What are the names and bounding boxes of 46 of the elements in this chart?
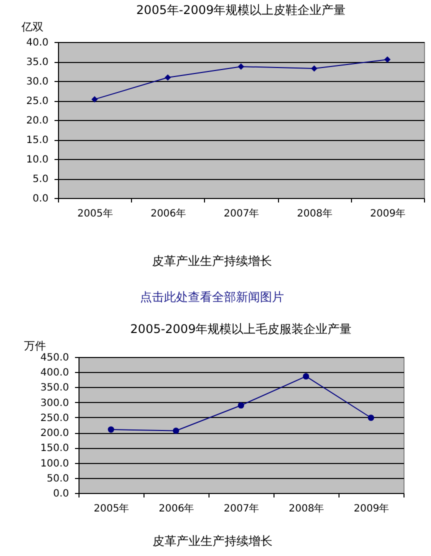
text: 皮革产业生产持续增长 — [152, 254, 272, 268]
y-tick-label: 35.0 — [26, 57, 48, 68]
y-axis-title: 万件 — [24, 340, 46, 352]
y-tick-label: 15.0 — [26, 135, 48, 146]
text: 点击此处查看全部新闻图片 — [140, 290, 284, 304]
y-tick-label: 150.0 — [40, 443, 69, 454]
x-tick-label: 2006年 — [150, 208, 186, 220]
y-tick-label: 20.0 — [26, 116, 48, 126]
y-tick-label: 250.0 — [40, 412, 69, 424]
y-tick-label: 10.0 — [26, 154, 48, 166]
x-tick-label: 2007年 — [224, 502, 260, 514]
x-tick-label: 2008年 — [296, 208, 332, 220]
text: 皮革产业生产持续增长 — [152, 534, 272, 548]
point — [238, 402, 244, 409]
y-tick-label: 100.0 — [40, 458, 69, 470]
chart-title: 2005-2009年规模以上毛皮服装企业产量 — [130, 322, 352, 336]
y-tick-label: 30.0 — [26, 76, 48, 88]
x-tick-label: 2008年 — [288, 502, 324, 514]
y-tick-label: 0.0 — [53, 488, 69, 500]
x-tick-label: 2005年 — [77, 208, 113, 220]
y-tick-label: 450.0 — [40, 352, 69, 364]
x-tick-label: 2005年 — [94, 502, 130, 514]
y-tick-label: 25.0 — [26, 96, 48, 107]
chart-title: 2005年-2009年规模以上皮鞋企业产量 — [136, 3, 346, 17]
y-tick-label: 50.0 — [46, 473, 69, 484]
y-tick-label: 300.0 — [40, 398, 69, 409]
x-tick-label: 2009年 — [354, 502, 390, 514]
x-tick-label: 2006年 — [158, 502, 194, 514]
point — [302, 373, 310, 380]
point — [238, 63, 244, 70]
x-tick-label: 2009年 — [370, 208, 406, 220]
point — [108, 426, 114, 433]
y-tick-label: 40.0 — [26, 38, 48, 48]
point — [368, 414, 374, 421]
point — [172, 428, 180, 434]
point — [384, 56, 391, 63]
y-tick-label: 400.0 — [40, 368, 69, 379]
point — [164, 74, 171, 81]
y-tick-label: 350.0 — [40, 382, 69, 394]
x-tick-label: 2007年 — [224, 208, 260, 220]
y-tick-label: 5.0 — [32, 174, 48, 185]
point — [311, 65, 318, 72]
y-tick-label: 200.0 — [40, 428, 69, 440]
point — [91, 96, 98, 102]
y-axis-title: 亿双 — [20, 20, 44, 34]
y-tick-label: 0.0 — [32, 194, 48, 204]
